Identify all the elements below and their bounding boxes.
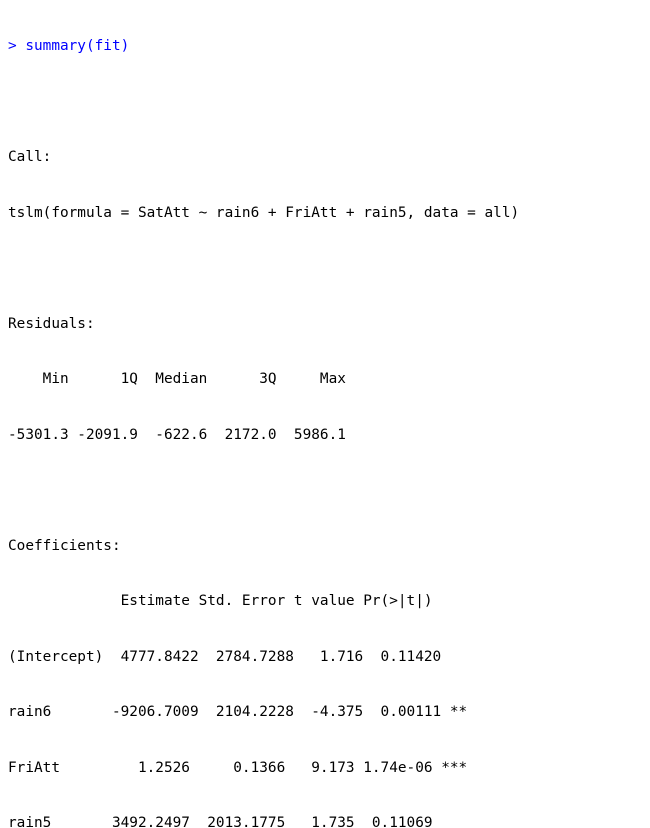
call-text: tslm(formula = SatAtt ~ rain6 + FriAtt +…	[8, 204, 520, 221]
blank-line	[8, 259, 646, 278]
coef-row-friatt: FriAtt 1.2526 0.1366 9.173 1.74e-06 ***	[8, 759, 468, 776]
coef-table-header: Estimate Std. Error t value Pr(>|t|)	[8, 593, 468, 609]
coefficients-header: Coefficients:	[8, 537, 121, 554]
call-header: Call:	[8, 149, 52, 165]
console-prompt: >	[8, 38, 26, 54]
command-line: > summary(fit)	[8, 37, 646, 56]
coef-row-intercept: (Intercept) 4777.8422 2784.7288 1.716 0.…	[8, 648, 476, 665]
residuals-values: -5301.3 -2091.9 -622.6 2172.0 5986.1	[8, 426, 355, 443]
coef-row-rain6: rain6 -9206.7009 2104.2228 -4.375 0.0011…	[8, 704, 476, 720]
r-console-output[interactable]: > summary(fit) Call: tslm(formula = SatA…	[8, 0, 646, 828]
blank-line	[8, 481, 646, 500]
blank-line	[8, 93, 646, 112]
coef-row-rain5: rain5 3492.2497 2013.1775 1.735 0.11069	[8, 815, 468, 828]
residuals-header: Residuals:	[8, 315, 95, 332]
residuals-labels: Min 1Q Median 3Q Max	[8, 371, 355, 387]
command-text: summary(fit)	[25, 38, 130, 54]
